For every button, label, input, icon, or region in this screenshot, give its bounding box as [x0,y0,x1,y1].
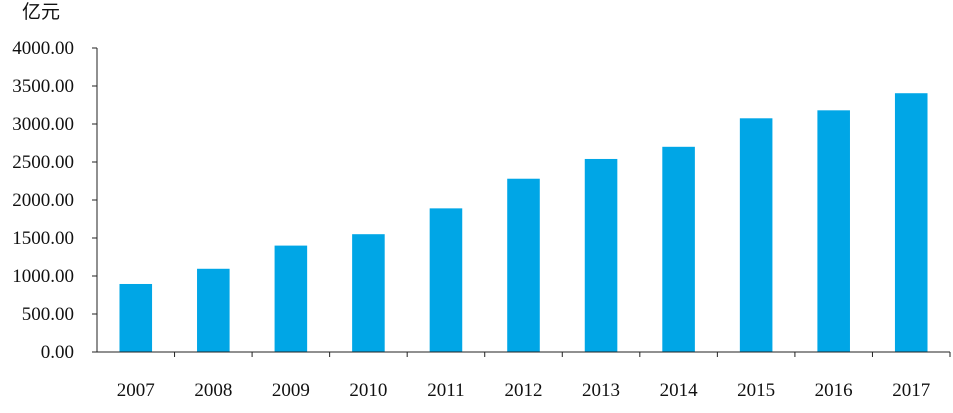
x-tick-label: 2015 [737,380,775,401]
y-axis-ticks: 0.00 500.00 1000.00 1500.00 2000.00 2500.00 30… [12,38,97,363]
bar-2008 [197,268,230,352]
x-tick-label: 2007 [117,380,155,401]
x-tick-label: 2009 [272,380,310,401]
x-tick-label: 2013 [582,380,620,401]
y-tick-label: 1000.00 [12,266,74,287]
bars [119,93,928,352]
x-tick-label: 2016 [815,380,853,401]
bar-2017 [894,93,928,352]
y-axis-unit-label: 亿元 [22,1,60,23]
x-tick-label: 2011 [427,380,464,401]
y-tick-label: 2000.00 [12,190,74,211]
bar-2009 [274,245,308,352]
bar-2012 [507,178,540,352]
bar-2011 [429,208,463,352]
x-tick-label: 2010 [349,380,387,401]
bar-2015 [739,118,773,352]
y-tick-label: 3000.00 [12,114,74,135]
x-tick-label: 2017 [892,380,930,401]
x-tick-label: 2012 [505,380,543,401]
bar-2007 [119,283,153,352]
x-axis-ticks: 2007 2008 2009 2010 2011 2012 2013 2014 2015 2016… [117,352,951,401]
y-tick-label: 500.00 [22,304,74,325]
bar-2010 [352,234,385,352]
y-tick-label: 1500.00 [12,228,74,249]
x-tick-label: 2014 [660,380,699,401]
x-tick-label: 2008 [194,380,232,401]
bar-2016 [817,110,850,352]
y-tick-label: 0.00 [41,342,74,363]
bar-2013 [584,158,618,352]
bar-2014 [662,146,695,352]
y-tick-label: 3500.00 [12,76,74,97]
y-tick-label: 4000.00 [12,38,74,59]
y-tick-label: 2500.00 [12,152,74,173]
